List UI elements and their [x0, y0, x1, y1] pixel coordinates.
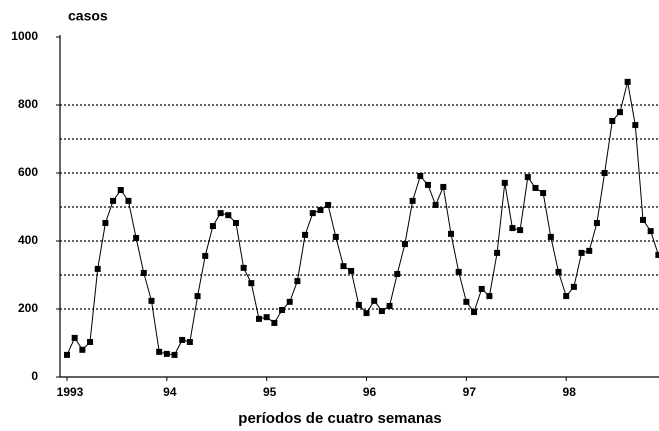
- marker: [601, 170, 608, 176]
- marker: [478, 285, 485, 292]
- marker: [302, 231, 309, 238]
- marker: [279, 307, 286, 314]
- marker: [417, 173, 424, 180]
- x-tick-label: 96: [363, 385, 377, 399]
- marker: [248, 280, 255, 287]
- x-tick-label: 98: [563, 385, 577, 399]
- marker: [640, 216, 646, 223]
- marker: [655, 251, 659, 258]
- marker: [524, 174, 531, 181]
- marker: [171, 351, 178, 358]
- y-axis-title: casos: [68, 8, 108, 24]
- marker: [455, 268, 462, 275]
- y-tick-label: 800: [18, 97, 38, 111]
- marker: [71, 334, 78, 341]
- marker: [294, 278, 301, 285]
- marker: [240, 264, 247, 271]
- marker: [409, 197, 416, 204]
- marker: [286, 298, 293, 305]
- series-line: [66, 81, 659, 356]
- marker: [624, 78, 631, 85]
- marker: [232, 219, 239, 226]
- marker: [501, 179, 508, 186]
- marker: [463, 298, 470, 305]
- marker: [209, 223, 216, 230]
- marker: [179, 336, 186, 343]
- marker: [317, 207, 324, 214]
- marker: [616, 109, 623, 116]
- marker: [217, 210, 224, 217]
- marker: [570, 283, 577, 290]
- marker: [102, 219, 109, 226]
- x-tick-label: 95: [263, 385, 277, 399]
- marker: [140, 269, 147, 276]
- marker: [371, 297, 378, 304]
- x-tick-label: 97: [463, 385, 477, 399]
- marker: [355, 301, 362, 308]
- y-tick-label: 600: [18, 165, 38, 179]
- marker: [202, 252, 209, 259]
- x-tick-label: 94: [163, 385, 177, 399]
- marker: [110, 197, 117, 204]
- marker: [79, 346, 86, 353]
- marker: [125, 197, 132, 204]
- marker: [256, 315, 262, 322]
- marker: [340, 263, 347, 270]
- marker: [64, 351, 70, 358]
- marker: [332, 233, 339, 240]
- marker: [117, 187, 124, 193]
- marker: [486, 293, 493, 300]
- marker: [593, 219, 600, 226]
- marker: [386, 302, 393, 309]
- y-tick-label: 200: [18, 301, 38, 315]
- marker: [325, 201, 332, 208]
- marker: [540, 190, 547, 197]
- marker: [578, 249, 585, 256]
- marker: [555, 268, 562, 275]
- marker: [348, 267, 355, 274]
- marker: [432, 201, 439, 208]
- marker: [133, 234, 140, 241]
- marker: [494, 249, 501, 256]
- marker: [225, 212, 232, 219]
- x-tick-label: 1993: [57, 385, 84, 399]
- y-tick-label: 1000: [11, 29, 38, 43]
- marker: [609, 117, 616, 124]
- marker: [363, 310, 370, 317]
- marker: [424, 181, 431, 188]
- marker: [148, 297, 155, 304]
- marker: [586, 247, 593, 254]
- x-axis-title: períodos de cuatro semanas: [238, 410, 441, 427]
- marker: [309, 210, 316, 217]
- marker: [509, 225, 516, 232]
- marker: [401, 241, 408, 248]
- marker: [263, 314, 270, 321]
- marker: [517, 227, 524, 234]
- marker: [378, 308, 385, 315]
- marker: [547, 233, 554, 240]
- marker: [87, 338, 94, 345]
- y-tick-label: 0: [31, 369, 38, 383]
- marker: [156, 348, 163, 355]
- marker: [632, 122, 639, 129]
- marker: [532, 184, 539, 191]
- marker: [94, 265, 101, 272]
- y-tick-label: 400: [18, 233, 38, 247]
- marker: [271, 319, 278, 326]
- marker: [647, 228, 654, 235]
- marker: [186, 338, 193, 345]
- marker: [440, 183, 447, 190]
- marker: [471, 309, 478, 316]
- marker: [563, 293, 570, 300]
- marker: [194, 293, 201, 300]
- marker: [163, 350, 170, 357]
- marker: [448, 230, 454, 237]
- marker: [394, 270, 401, 277]
